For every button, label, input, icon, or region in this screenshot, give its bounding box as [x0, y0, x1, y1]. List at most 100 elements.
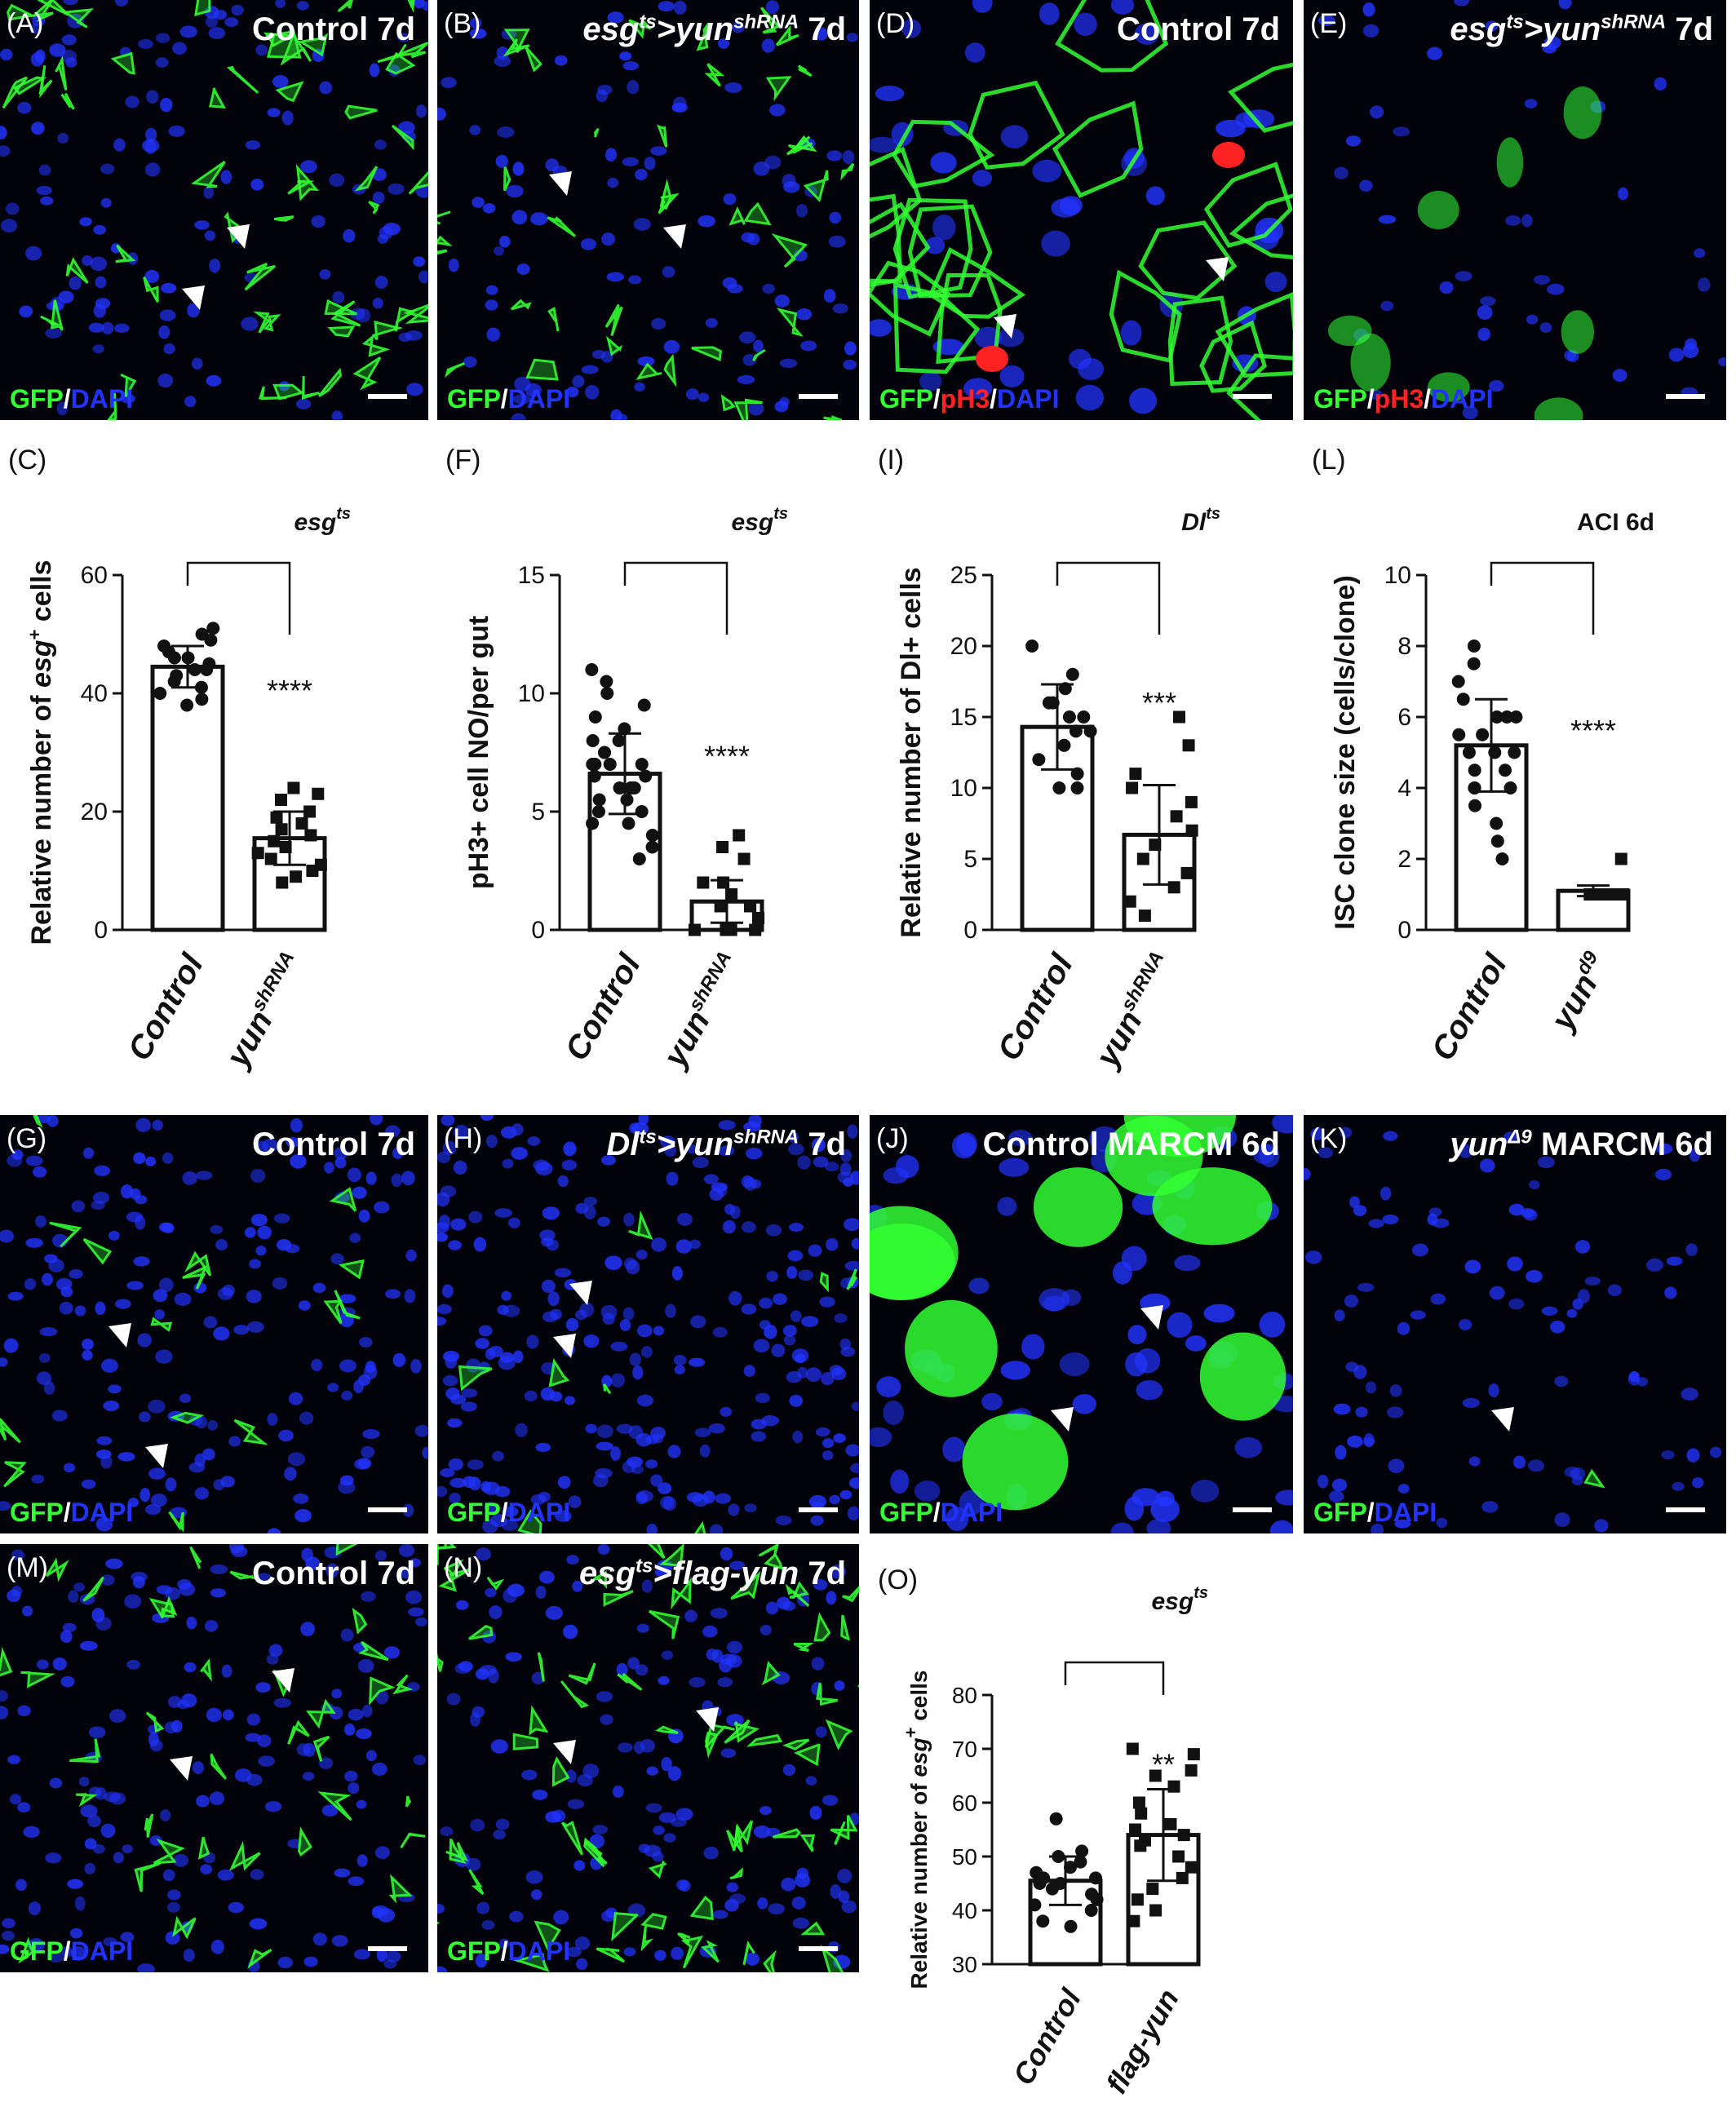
data-point [1127, 1914, 1140, 1927]
panel-label: (E) [1310, 8, 1348, 39]
y-tick-label: 10 [1384, 562, 1411, 589]
data-point [645, 840, 659, 854]
x-tick-label: flag-yun [1099, 1984, 1185, 2100]
panel-label: (N) [444, 1552, 483, 1583]
panel-label: (G) [7, 1123, 47, 1154]
data-point [1123, 895, 1136, 908]
data-point [618, 722, 631, 736]
data-point [592, 793, 606, 807]
data-point [1467, 639, 1481, 653]
data-point [1462, 746, 1476, 759]
data-point [600, 687, 614, 700]
data-point [1495, 852, 1509, 865]
x-tick-label: Control [559, 948, 649, 1067]
scale-bar [1666, 394, 1705, 399]
data-point [1180, 866, 1194, 879]
genotype-label: ACI 6d [1577, 509, 1654, 536]
data-point [1500, 710, 1514, 724]
data-point [1508, 746, 1521, 759]
data-point [1063, 1861, 1077, 1874]
data-point [1070, 781, 1084, 794]
arrowhead-marker [1140, 1305, 1163, 1330]
data-point [167, 675, 181, 688]
data-point [1451, 675, 1465, 688]
scale-bar [368, 1946, 407, 1951]
data-point [1177, 1829, 1190, 1842]
panel-title: yunΔ9 MARCM 6d [1450, 1126, 1713, 1162]
data-point [1136, 852, 1149, 865]
arrowhead-marker [108, 1323, 131, 1348]
y-tick-label: 80 [952, 1683, 977, 1708]
data-point [1167, 1780, 1180, 1793]
data-point [1045, 1882, 1059, 1896]
data-point [714, 900, 727, 913]
data-point [1167, 881, 1180, 894]
panel-title: esgts>yunshRNA 7d [582, 11, 846, 47]
data-point [1090, 1892, 1104, 1906]
panel-title: Control 7d [1117, 11, 1280, 47]
data-point [275, 823, 288, 836]
data-point [1185, 1764, 1198, 1777]
data-point [1146, 1883, 1159, 1896]
data-point [1467, 657, 1481, 670]
panel-e-micrograph: (E) esgts>yunshRNA 7d GFP/pH3/DAPI [1304, 0, 1726, 420]
stain-legend: GFP/DAPI [1313, 1498, 1437, 1527]
significance-stars: *** [1142, 686, 1176, 719]
data-point [1185, 1861, 1198, 1874]
panel-label: (J) [876, 1123, 909, 1154]
data-point [1182, 739, 1195, 752]
y-tick-label: 20 [950, 633, 977, 660]
y-tick-label: 70 [952, 1737, 977, 1762]
data-point [1490, 817, 1504, 830]
data-point [586, 734, 600, 747]
panel-a-micrograph: (A) Control 7d GFP/DAPI [0, 0, 428, 420]
significance-bracket [1064, 1661, 1165, 1695]
panel-label: (K) [1310, 1123, 1348, 1154]
data-point [620, 793, 634, 807]
micrograph-texture [870, 0, 1293, 420]
data-point [1062, 710, 1076, 724]
data-point [1077, 710, 1091, 724]
data-point [264, 852, 277, 865]
data-point [752, 912, 765, 924]
y-tick-label: 10 [950, 775, 977, 802]
data-point [1138, 909, 1151, 923]
micrograph-texture [437, 1544, 859, 1972]
panel-title: esgts>yunshRNA 7d [1450, 11, 1713, 47]
y-tick-label: 0 [531, 917, 545, 944]
arrowhead-marker [182, 285, 205, 310]
data-point [749, 923, 762, 936]
panel-title: Dlts>yunshRNA 7d [606, 1126, 846, 1162]
data-point [1490, 710, 1504, 724]
data-point [588, 710, 602, 724]
panel-title: Control 7d [252, 11, 415, 47]
data-point [295, 817, 308, 830]
data-point [1052, 781, 1066, 794]
panel-label: (O) [878, 1564, 918, 1595]
panel-label: (B) [444, 8, 481, 39]
data-point [312, 787, 325, 800]
genotype-label: esgts [732, 505, 789, 536]
chart-svg: (I) Dlts 0 5 10 15 20 25 Relative number of Dl+ … [878, 445, 1220, 1074]
data-point [1070, 767, 1084, 781]
micrograph-texture [0, 1115, 428, 1533]
panel-label: (F) [445, 445, 480, 476]
data-point [612, 734, 626, 747]
data-point [1176, 1871, 1189, 1884]
scale-bar [1233, 394, 1272, 399]
data-point [627, 781, 641, 794]
data-point [1498, 763, 1512, 777]
data-point [1490, 834, 1504, 848]
data-point [1089, 1871, 1103, 1885]
data-point [716, 841, 729, 853]
data-point [1452, 728, 1466, 741]
data-point [635, 758, 649, 771]
panel-label: (D) [876, 8, 915, 39]
data-point [180, 698, 194, 712]
data-point [1468, 799, 1482, 812]
data-point [733, 829, 746, 842]
data-point [195, 693, 209, 706]
y-tick-label: 0 [1397, 917, 1411, 944]
data-point [153, 687, 167, 700]
data-point [637, 698, 651, 712]
